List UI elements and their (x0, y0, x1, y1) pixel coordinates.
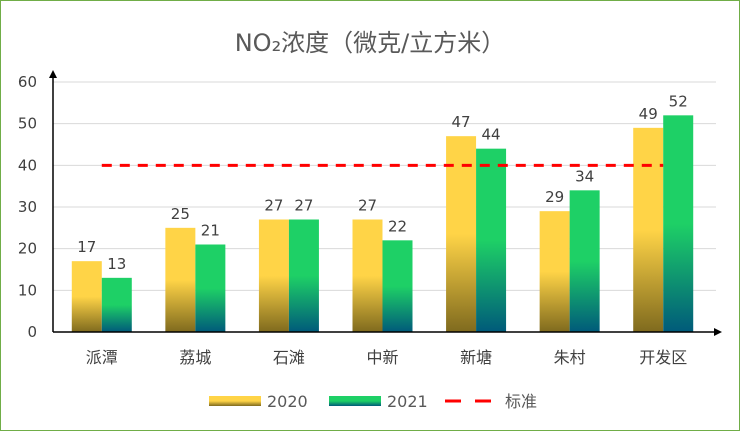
bar-2020 (446, 136, 477, 332)
x-tick-label: 石滩 (273, 348, 305, 367)
legend-label: 2020 (267, 392, 308, 411)
data-label: 25 (171, 205, 190, 223)
bar-2021 (476, 148, 507, 332)
data-label: 52 (669, 92, 688, 110)
data-label: 22 (388, 217, 407, 235)
x-tick-label: 新塘 (460, 348, 492, 367)
x-tick-label: 开发区 (639, 348, 687, 367)
x-tick-label: 荔城 (179, 348, 211, 367)
x-tick-label: 派潭 (86, 348, 118, 367)
x-tick-label: 中新 (366, 348, 398, 367)
bar-2021 (569, 190, 600, 332)
data-label: 29 (545, 188, 564, 206)
bar-2021 (382, 240, 413, 332)
bar-2021 (663, 115, 694, 332)
x-axis-arrow (714, 328, 722, 336)
bar-2021 (288, 219, 319, 332)
bar-2020 (352, 219, 383, 332)
x-tick-label: 朱村 (554, 348, 586, 367)
data-label: 47 (452, 113, 471, 131)
data-label: 17 (77, 238, 96, 256)
bar-2021 (101, 277, 132, 332)
legend-label: 标准 (505, 392, 537, 411)
y-tick-label: 50 (18, 115, 37, 133)
bar-2021 (195, 244, 226, 332)
y-tick-label: 30 (18, 198, 37, 216)
y-tick-label: 40 (18, 156, 37, 174)
data-label: 34 (575, 167, 594, 185)
bar-2020 (633, 127, 664, 332)
bar-2020 (539, 211, 570, 332)
data-label: 27 (358, 197, 377, 215)
bar-2020 (165, 227, 196, 332)
chart-title: NO₂浓度（微克/立方米） (234, 29, 506, 57)
y-axis-arrow (49, 70, 57, 78)
data-label: 13 (107, 255, 126, 273)
y-tick-label: 60 (18, 73, 37, 91)
y-tick-label: 0 (27, 323, 37, 341)
legend-label: 2021 (387, 392, 428, 411)
y-tick-label: 10 (18, 281, 37, 299)
y-tick-label: 20 (18, 240, 37, 258)
data-label: 27 (264, 197, 283, 215)
legend-swatch-2021 (329, 396, 381, 406)
data-label: 27 (294, 197, 313, 215)
data-label: 44 (482, 126, 501, 144)
legend-swatch-2020 (209, 396, 261, 406)
data-label: 49 (639, 105, 658, 123)
bar-2020 (258, 219, 289, 332)
bar-2020 (71, 261, 102, 332)
data-label: 21 (201, 222, 220, 240)
